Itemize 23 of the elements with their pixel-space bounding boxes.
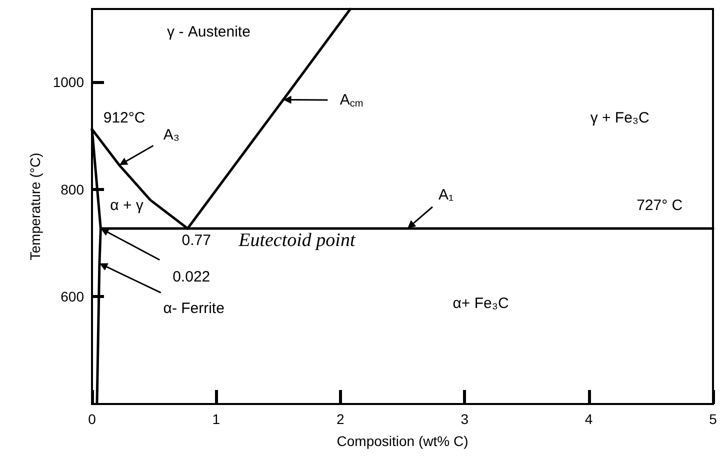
y-tick-label: 800 <box>60 181 84 198</box>
x-tick-label: 0 <box>88 411 96 427</box>
x-tick-label: 1 <box>212 411 220 427</box>
annotation: A₁ <box>438 186 454 204</box>
annotation: γ - Austenite <box>167 24 250 41</box>
y-tick-label: 1000 <box>52 74 84 90</box>
annotation: 0.77 <box>182 232 211 249</box>
annotation: α+ Fe₃C <box>452 295 509 312</box>
annotation: Eutectoid point <box>238 230 356 251</box>
y-tick-label: 600 <box>60 288 84 305</box>
x-tick-label: 3 <box>460 411 469 427</box>
annotation: 727° C <box>636 196 683 214</box>
annotation: α + γ <box>110 196 144 214</box>
annotation: α- Ferrite <box>163 300 224 317</box>
annotation: γ + Fe₃C <box>590 109 650 126</box>
annotation: A₃ <box>163 126 180 144</box>
annotation: 0.022 <box>172 268 210 286</box>
x-tick-label: 2 <box>336 411 344 427</box>
x-tick-label: 5 <box>709 411 718 427</box>
x-tick-label: 4 <box>584 411 593 427</box>
x-axis-title: Composition (wt% C) <box>336 433 468 449</box>
annotation: 912°C <box>103 109 146 126</box>
y-axis-title: Temperature (°C) <box>26 152 43 260</box>
